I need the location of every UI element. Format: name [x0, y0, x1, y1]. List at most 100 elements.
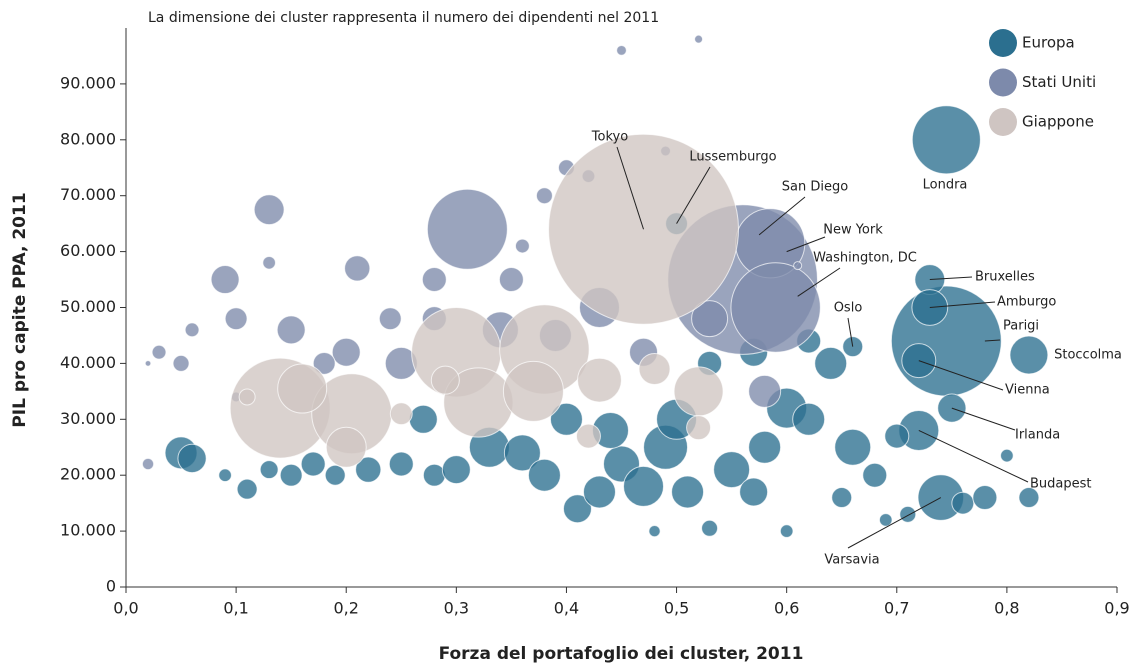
annotation-label: Stoccolma [1054, 348, 1122, 363]
bubble [779, 524, 794, 538]
legend-label: Giappone [1022, 113, 1094, 131]
y-tick-label: 90.000 [60, 73, 116, 92]
bubble [792, 402, 826, 436]
bubble [502, 360, 564, 422]
bubble [691, 300, 729, 338]
bubble [262, 255, 276, 270]
bubble [408, 404, 438, 434]
x-tick-label: 0,3 [444, 599, 469, 618]
annotation-line [929, 276, 973, 281]
bubble [648, 524, 661, 538]
bubble [862, 462, 888, 488]
annotation-line [847, 497, 942, 549]
annotation-label: Vienna [1005, 383, 1050, 398]
legend-swatch [989, 108, 1017, 136]
x-tick-label: 0,6 [774, 599, 799, 618]
bubble [901, 343, 937, 379]
annotation-label: Budapest [1030, 477, 1092, 492]
y-tick-label: 10.000 [60, 521, 116, 540]
bubble [388, 451, 414, 477]
x-tick-label: 0,0 [113, 599, 138, 618]
bubble [300, 451, 326, 477]
legend-swatch [989, 68, 1017, 97]
x-tick-label: 0,9 [1104, 599, 1129, 618]
bubble [441, 455, 471, 485]
annotation-line [616, 146, 644, 230]
annotation-line [951, 407, 1016, 431]
y-tick-label: 80.000 [60, 129, 116, 148]
bubble [276, 315, 306, 345]
bubble [748, 430, 782, 464]
annotation-line [676, 166, 711, 224]
bubble [325, 426, 367, 468]
bubble [1018, 487, 1040, 509]
plot [141, 34, 1049, 538]
annotation-line [797, 267, 841, 297]
bubble [739, 477, 769, 507]
bubble [172, 354, 190, 372]
bubble [701, 519, 719, 537]
bubble [694, 34, 704, 44]
x-tick-label: 0,4 [554, 599, 579, 618]
bubble [514, 238, 530, 254]
y-tick-label: 50.000 [60, 297, 116, 316]
bubble [331, 337, 361, 367]
bubble [236, 478, 258, 500]
annotation-label: Lussemburgo [689, 150, 776, 165]
bubble [210, 265, 240, 295]
bubble [498, 267, 524, 293]
bubble [549, 402, 583, 436]
legend-label: Europa [1022, 34, 1075, 52]
bubble [1009, 335, 1049, 375]
bubble [582, 475, 616, 509]
annotation-label: San Diego [782, 180, 848, 195]
bubble [834, 428, 872, 466]
annotation-line [847, 317, 854, 347]
bubble [151, 344, 167, 360]
y-axis-title: PIL pro capite PPA, 2011 [10, 192, 30, 427]
bubble [527, 458, 561, 492]
bubble [218, 468, 232, 483]
bubble [793, 261, 803, 271]
bubble [748, 374, 782, 408]
y-tick-label: 40.000 [60, 353, 116, 372]
bubble [616, 44, 627, 56]
bubble [638, 352, 671, 385]
bubble [426, 188, 508, 270]
bubble [899, 505, 917, 523]
bubble [562, 494, 592, 524]
annotation-line [758, 196, 806, 236]
annotation-label: Oslo [834, 301, 863, 316]
annotation-label: Bruxelles [975, 270, 1035, 285]
bubble [911, 105, 981, 175]
bubble [389, 402, 413, 426]
bubble [878, 513, 893, 527]
x-tick-label: 0,7 [884, 599, 909, 618]
bubble [224, 307, 248, 331]
bubble [623, 465, 665, 507]
x-tick-label: 0,2 [333, 599, 358, 618]
annotation-line [929, 301, 996, 308]
bubble [277, 363, 328, 414]
bubble [430, 365, 460, 395]
bubble [253, 194, 285, 226]
x-tick-label: 0,5 [664, 599, 689, 618]
bubble [144, 360, 152, 367]
annotation-label: Irlanda [1015, 428, 1060, 443]
bubble [951, 491, 975, 515]
bubble [422, 463, 446, 487]
bubble [575, 423, 601, 449]
annotation-line [786, 236, 826, 253]
annotation-label: Londra [923, 178, 968, 193]
annotation-label: Parigi [1003, 319, 1039, 334]
legend-label: Stati Uniti [1022, 73, 1096, 91]
bubble [673, 366, 724, 417]
bubble [421, 267, 447, 293]
x-axis-title: Forza del portafoglio dei cluster, 2011 [439, 644, 804, 664]
bubble [355, 456, 382, 483]
annotation-label: Amburgo [997, 295, 1056, 310]
bubble [884, 423, 910, 449]
bubble [177, 443, 207, 474]
